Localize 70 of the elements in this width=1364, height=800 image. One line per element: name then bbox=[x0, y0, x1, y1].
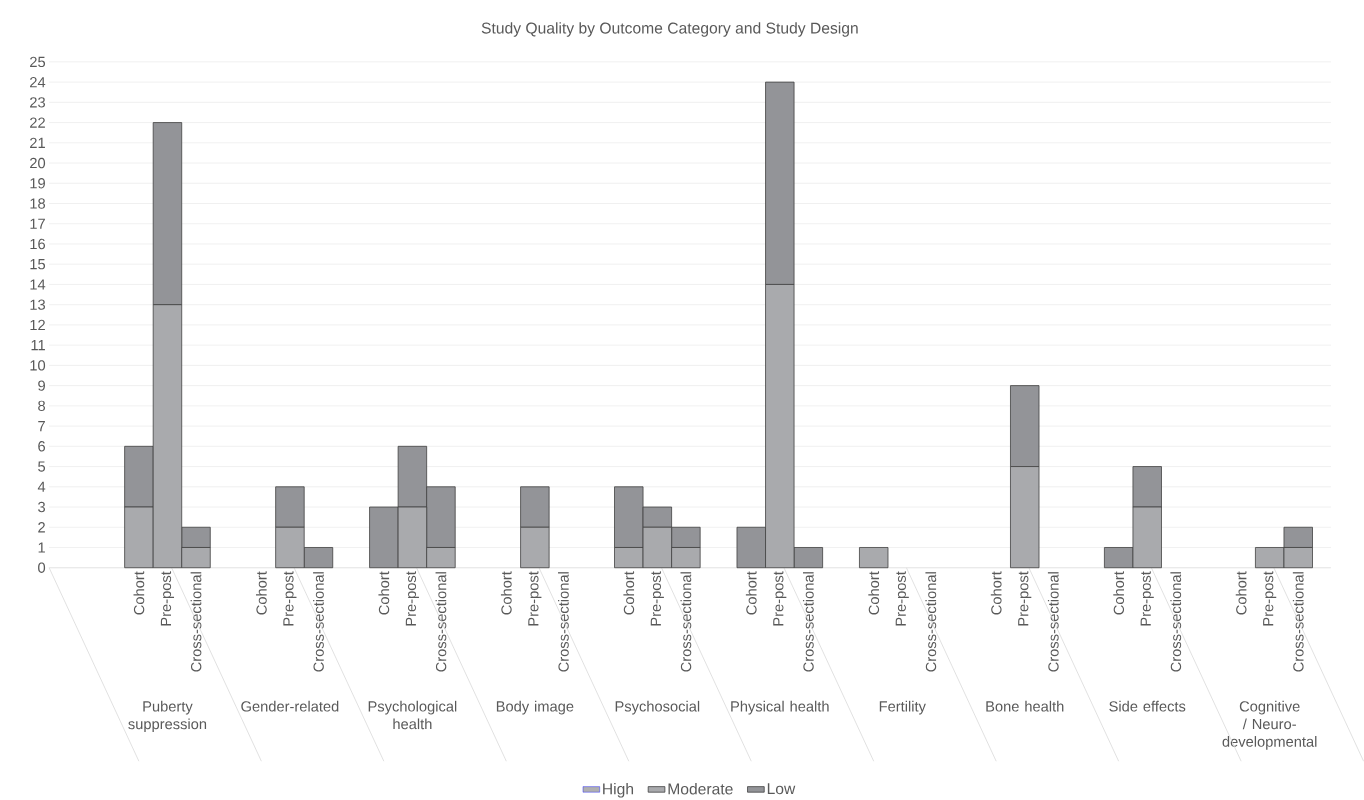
y-tick-label: 13 bbox=[30, 299, 46, 310]
x-tick-label: Pre-post bbox=[528, 571, 542, 626]
y-tick-label: 3 bbox=[38, 501, 46, 513]
x-tick-label: Pre-post bbox=[773, 571, 787, 626]
text: Physical health bbox=[731, 700, 829, 715]
y-tick-label: 7 bbox=[38, 421, 45, 432]
y-tick-label: 24 bbox=[30, 77, 46, 88]
y-tick-label: 9 bbox=[38, 380, 45, 391]
x-tick-label: Pre-post bbox=[1140, 571, 1154, 626]
x-tick-label: Cross-sectional bbox=[925, 572, 937, 672]
x-tick-label: Cohort bbox=[1113, 571, 1125, 615]
text: Bone health bbox=[986, 700, 1064, 712]
y-tick-label: 16 bbox=[30, 238, 46, 250]
x-tick-label: Cross-sectional bbox=[1292, 572, 1304, 672]
x-tick-label: Cross-sectional bbox=[1170, 572, 1182, 672]
y-tick-label: 10 bbox=[30, 360, 46, 371]
text: Side effects bbox=[1109, 700, 1186, 712]
legend-label: High bbox=[603, 783, 634, 798]
y-tick-label: 18 bbox=[30, 198, 46, 209]
x-tick-label: Cohort bbox=[623, 571, 635, 615]
y-tick-label: 20 bbox=[30, 157, 46, 169]
x-tick-label: Cohort bbox=[500, 571, 512, 615]
y-tick-label: 12 bbox=[30, 319, 45, 331]
x-tick-label: Pre-post bbox=[1263, 571, 1277, 626]
x-tick-label: Cohort bbox=[1235, 571, 1247, 615]
y-tick-label: 6 bbox=[38, 441, 46, 452]
text: Gender-related bbox=[241, 700, 339, 712]
chart-title: Study Quality by Outcome Category and Study Design bbox=[481, 22, 858, 37]
y-tick-label: 22 bbox=[30, 117, 45, 128]
y-tick-label: 25 bbox=[30, 56, 46, 68]
x-tick-label: Cross-sectional bbox=[435, 572, 447, 672]
x-tick-label: Pre-post bbox=[1018, 571, 1032, 626]
y-tick-label: 4 bbox=[37, 481, 46, 492]
legend-label: Moderate bbox=[668, 783, 733, 795]
x-tick-label: Cohort bbox=[745, 571, 757, 615]
y-tick-label: 0 bbox=[38, 562, 46, 574]
x-tick-label: Cohort bbox=[255, 571, 267, 615]
x-tick-label: Cross-sectional bbox=[313, 572, 324, 672]
y-tick-label: 19 bbox=[30, 178, 45, 189]
text: Puberty suppression bbox=[128, 700, 207, 733]
y-tick-label: 5 bbox=[38, 461, 46, 472]
y-tick-label: 23 bbox=[30, 97, 46, 108]
x-tick-label: Pre-post bbox=[895, 571, 909, 626]
x-tick-label: Pre-post bbox=[405, 571, 419, 626]
legend-label: Low bbox=[767, 783, 796, 795]
y-tick-label: 17 bbox=[30, 218, 45, 229]
y-tick-label: 1 bbox=[38, 542, 45, 553]
text: Cognitive / Neuro-developmental bbox=[1222, 700, 1317, 750]
x-tick-label: Cohort bbox=[133, 571, 145, 615]
x-tick-label: Cohort bbox=[990, 571, 1002, 615]
x-tick-label: Cross-sectional bbox=[190, 572, 202, 672]
y-tick-label: 11 bbox=[31, 340, 45, 351]
y-tick-label: 14 bbox=[30, 279, 46, 290]
text: Fertility bbox=[879, 700, 926, 715]
x-tick-label: Cross-sectional bbox=[802, 572, 814, 672]
y-tick-label: 2 bbox=[38, 522, 45, 533]
x-tick-label: Pre-post bbox=[160, 571, 175, 626]
text: Psychological health bbox=[368, 700, 457, 730]
x-tick-label: Cohort bbox=[868, 571, 880, 615]
y-tick-label: 8 bbox=[38, 400, 46, 412]
x-tick-label: Pre-post bbox=[650, 571, 664, 626]
x-tick-label: Cross-sectional bbox=[680, 572, 692, 672]
y-tick-label: 21 bbox=[30, 137, 45, 149]
text: Psychosocial bbox=[615, 700, 700, 715]
x-tick-label: Cohort bbox=[378, 571, 390, 615]
x-tick-label: Cross-sectional bbox=[1047, 572, 1059, 672]
text: Body image bbox=[496, 700, 574, 715]
x-tick-label: Cross-sectional bbox=[558, 572, 569, 672]
y-tick-label: 15 bbox=[30, 259, 46, 270]
x-tick-label: Pre-post bbox=[283, 571, 297, 626]
